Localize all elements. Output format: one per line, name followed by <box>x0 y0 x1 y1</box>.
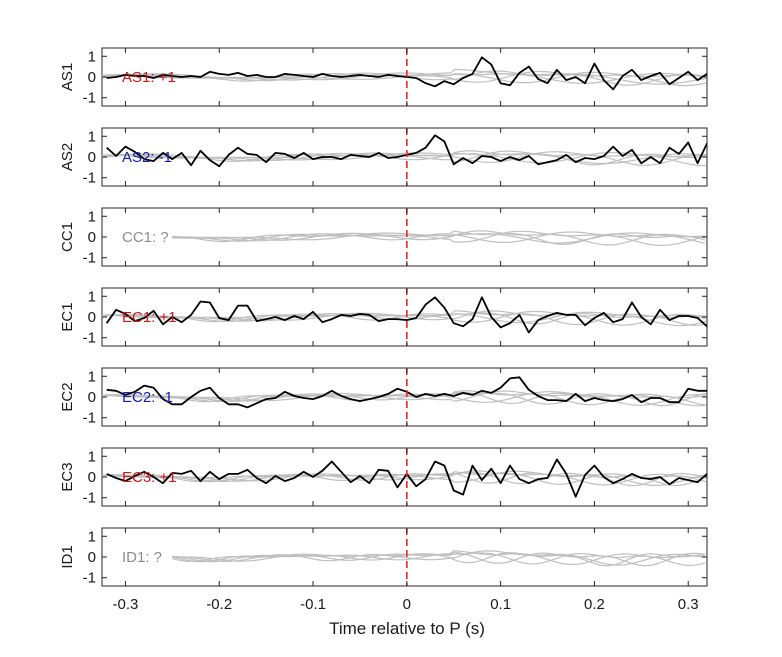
panel-annotation: CC1: ? <box>122 229 169 246</box>
y-tick-label: 0 <box>88 549 96 566</box>
y-tick-label: 0 <box>88 309 96 326</box>
y-tick-label: 0 <box>88 469 96 486</box>
background-trace <box>102 392 707 406</box>
y-axis-label: AS2 <box>59 143 76 171</box>
x-axis-label: Time relative to P (s) <box>329 619 485 638</box>
y-tick-label: 0 <box>88 69 96 86</box>
panel-traces <box>102 296 707 334</box>
background-trace <box>172 550 706 566</box>
y-tick-label: 1 <box>88 368 96 385</box>
panel-as2: 1 0 -1 AS2 AS2: -1 <box>59 127 708 187</box>
y-tick-label: -1 <box>83 170 96 187</box>
panel-traces <box>102 56 707 91</box>
x-tick-label: 0.2 <box>584 596 605 613</box>
background-trace <box>102 150 707 166</box>
panel-as1: 1 0 -1 AS1 AS1: +1 <box>59 47 708 107</box>
panel-ec2: 1 0 -1 EC2 EC2: -1 <box>59 367 708 427</box>
y-tick-label: -1 <box>83 570 96 587</box>
x-tick-label: 0.1 <box>490 596 511 613</box>
background-trace <box>102 391 707 407</box>
panel-ec3: 1 0 -1 EC3 EC3: +1 <box>59 447 708 507</box>
y-tick-label: 1 <box>88 288 96 305</box>
background-trace <box>102 312 707 327</box>
panel-annotation: ID1: ? <box>122 549 162 566</box>
panel-traces <box>172 550 706 567</box>
background-trace <box>102 390 707 406</box>
y-tick-label: 1 <box>88 208 96 225</box>
panel-traces <box>102 134 707 168</box>
trace-line-ec1 <box>105 296 707 334</box>
background-trace <box>102 310 707 326</box>
y-tick-label: 0 <box>88 229 96 246</box>
y-axis-label: AS1 <box>59 63 76 91</box>
trace-line-as2 <box>106 134 707 168</box>
panel-annotation: EC3: +1 <box>122 469 177 486</box>
y-tick-label: -1 <box>83 330 96 347</box>
y-tick-label: 1 <box>88 48 96 65</box>
panel-traces <box>102 376 707 409</box>
x-tick-labels: -0.3 -0.2 -0.1 0 0.1 0.2 0.3 <box>113 596 699 613</box>
y-tick-label: -1 <box>83 250 96 267</box>
y-tick-label: 0 <box>88 389 96 406</box>
x-tick-label: -0.1 <box>300 596 326 613</box>
y-axis-label: CC1 <box>59 222 76 252</box>
background-trace <box>172 230 706 245</box>
x-tick-label: -0.2 <box>206 596 232 613</box>
panel-annotation: EC1: +1 <box>122 309 177 326</box>
panel-traces <box>172 230 706 246</box>
x-tick-label: 0 <box>403 596 411 613</box>
y-tick-label: 1 <box>88 448 96 465</box>
panel-id1: 1 0 -1 ID1 ID1: ? <box>59 527 708 587</box>
y-axis-label: EC1 <box>59 302 76 331</box>
panels-group: 1 0 -1 AS1 AS1: +1 1 0 -1 AS2 AS2: -1 1 0 -1 CC1 CC1: … <box>59 47 708 613</box>
y-tick-label: -1 <box>83 90 96 107</box>
y-axis-label: EC2 <box>59 382 76 411</box>
trace-line-ec3 <box>106 458 707 498</box>
x-tick-label: 0.3 <box>678 596 699 613</box>
y-tick-label: -1 <box>83 490 96 507</box>
y-tick-label: 1 <box>88 528 96 545</box>
y-tick-label: 1 <box>88 128 96 145</box>
background-trace <box>102 390 707 406</box>
panel-annotation: AS1: +1 <box>122 69 176 86</box>
background-trace <box>172 552 706 567</box>
trace-line-ec2 <box>106 376 707 409</box>
trace-line-as1 <box>106 56 707 91</box>
y-axis-label: EC3 <box>59 462 76 491</box>
panel-annotation: EC2: -1 <box>122 389 173 406</box>
background-trace <box>172 230 706 246</box>
panel-cc1: 1 0 -1 CC1 CC1: ? <box>59 207 708 267</box>
panel-annotation: AS2: -1 <box>122 149 172 166</box>
y-axis-label: ID1 <box>59 545 76 568</box>
panel-ec1: 1 0 -1 EC1 EC1: +1 <box>59 287 708 347</box>
y-tick-label: 0 <box>88 149 96 166</box>
panel-traces <box>102 458 707 498</box>
y-tick-label: -1 <box>83 410 96 427</box>
x-tick-label: -0.3 <box>113 596 139 613</box>
